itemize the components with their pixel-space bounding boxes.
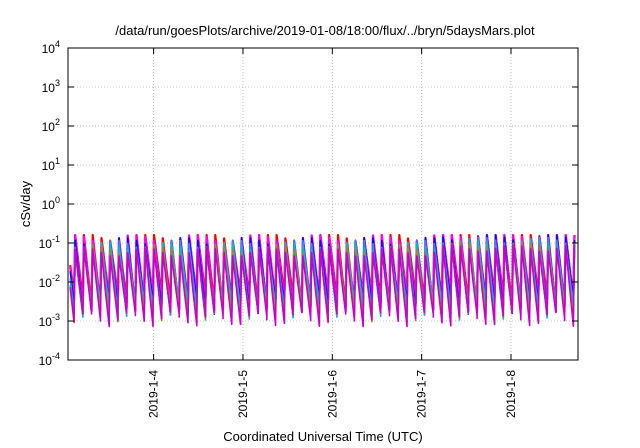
series-line — [69, 244, 576, 328]
x-axis-label: Coordinated Universal Time (UTC) — [223, 429, 422, 444]
y-tick-label: 10-3 — [39, 312, 60, 329]
data-series — [69, 233, 576, 328]
x-tick-label: 2019-1-4 — [147, 370, 161, 418]
y-tick-label: 10-4 — [39, 351, 60, 368]
y-tick-label: 10-2 — [39, 273, 60, 290]
x-tick-label: 2019-1-6 — [325, 370, 339, 418]
y-axis-label: cSv/day — [18, 180, 33, 227]
y-tick-label: 100 — [42, 195, 60, 212]
x-tick-label: 2019-1-8 — [504, 370, 518, 418]
x-tick-label: 2019-1-7 — [415, 370, 429, 418]
y-tick-label: 103 — [42, 78, 60, 95]
plot-frame — [67, 47, 579, 361]
y-tick-label: 102 — [42, 117, 60, 134]
y-tick-label: 10-1 — [39, 234, 60, 251]
chart-title: /data/run/goesPlots/archive/2019-01-08/1… — [115, 23, 535, 38]
y-tick-label: 101 — [42, 156, 60, 173]
x-tick-label: 2019-1-5 — [236, 370, 250, 418]
y-tick-label: 104 — [42, 39, 60, 56]
axes: 10-4 10-3 10-2 10-1 100 101 102 103 104 2019-1-4 2… — [39, 39, 578, 418]
